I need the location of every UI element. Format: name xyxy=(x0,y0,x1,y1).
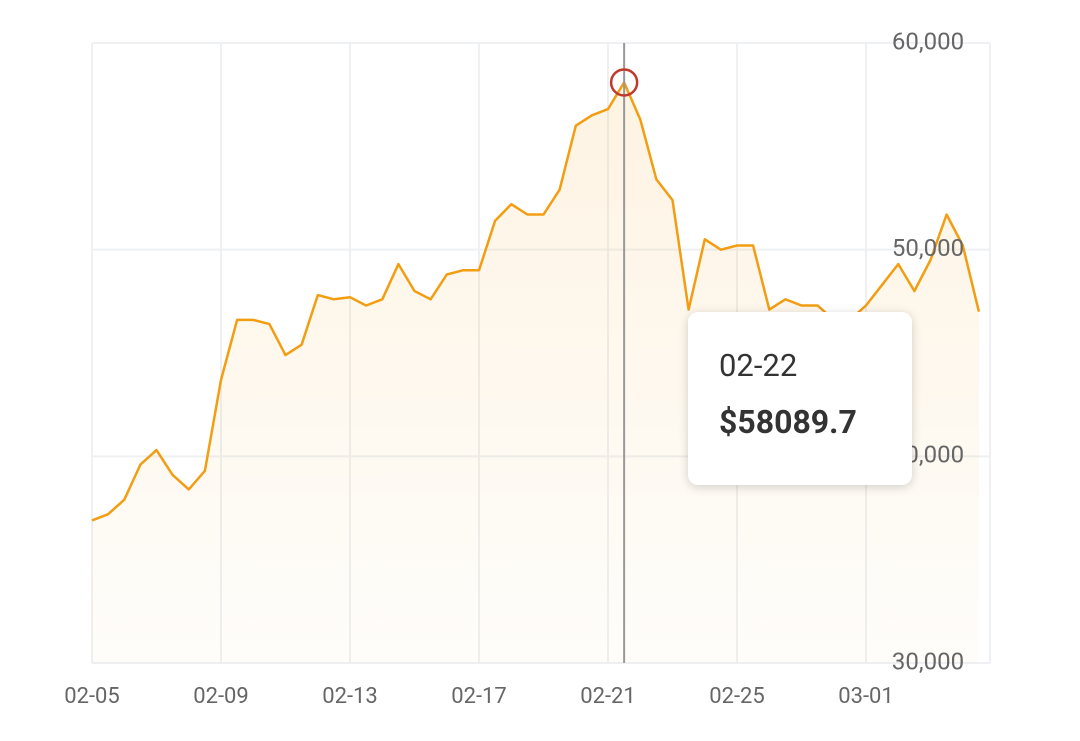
line-area xyxy=(92,82,979,663)
x-tick-label: 02-13 xyxy=(322,684,378,709)
x-tick-label: 02-17 xyxy=(451,684,507,709)
y-tick-label: 50,000 xyxy=(892,234,964,262)
x-tick-label: 02-21 xyxy=(580,684,636,709)
tooltip-value: $58089.7 xyxy=(719,403,857,441)
x-tick-label: 02-05 xyxy=(64,684,120,709)
x-tick-label: 03-01 xyxy=(838,684,894,709)
x-tick-label: 02-09 xyxy=(193,684,249,709)
x-tick-label: 02-25 xyxy=(709,684,765,709)
tooltip: 02-22 $58089.7 xyxy=(688,312,912,485)
tooltip-date: 02-22 xyxy=(719,347,798,384)
highlight-marker xyxy=(609,68,639,97)
y-tick-label: 60,000 xyxy=(892,27,964,55)
y-tick-label: 30,000 xyxy=(892,647,964,675)
